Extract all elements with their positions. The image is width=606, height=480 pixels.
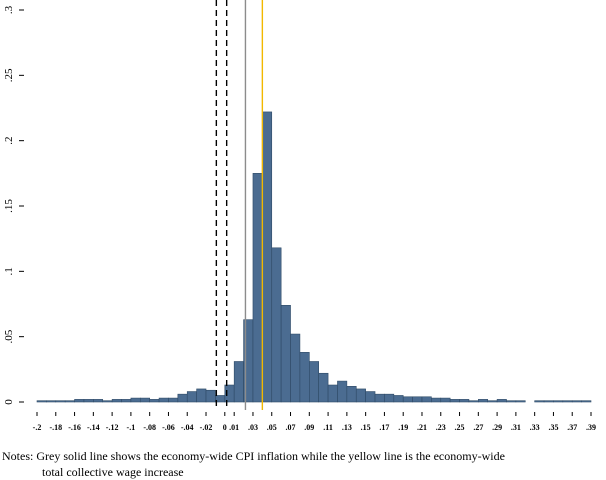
note-line: Notes: Grey solid line shows the economy… (2, 449, 505, 463)
bar (506, 400, 517, 403)
bar (571, 400, 582, 403)
bar (431, 397, 442, 403)
x-tick-label tick: -.06 (162, 423, 175, 432)
bar (515, 400, 526, 403)
x-tick-label tick: .01 (229, 423, 239, 432)
y-tick-label: .25 (3, 68, 15, 82)
bar (318, 372, 329, 403)
x-tick-label tick: .39 (586, 423, 596, 432)
bar (158, 397, 169, 403)
bar (355, 388, 366, 403)
y-tick-label: .05 (3, 329, 15, 343)
x-tick-label tick: -.12 (106, 423, 119, 432)
x-tick-label tick: -.1 (127, 423, 136, 432)
x-tick-label tick: .19 (398, 423, 408, 432)
bar (468, 400, 479, 403)
bar (327, 384, 338, 403)
x-tick-label tick: .33 (530, 423, 540, 432)
bar (186, 391, 197, 403)
bar (74, 399, 85, 403)
bar (365, 391, 376, 403)
bar (168, 397, 179, 403)
x-tick-label tick: .11 (323, 423, 333, 432)
bar (149, 399, 160, 403)
bar (252, 173, 263, 403)
bar (121, 399, 132, 403)
bar (233, 361, 244, 403)
bar (177, 393, 188, 403)
bar (271, 247, 282, 403)
bar (374, 393, 385, 403)
bar (384, 393, 395, 403)
bar (346, 386, 357, 403)
bar (262, 111, 273, 403)
bar (280, 305, 291, 403)
x-tick-label tick: .25 (455, 423, 465, 432)
bar (393, 395, 404, 403)
bar (93, 399, 104, 403)
y-tick-label: .1 (3, 267, 15, 275)
bar (581, 400, 592, 403)
bar (478, 399, 489, 403)
x-tick-label tick: .31 (511, 423, 521, 432)
bar (440, 397, 451, 403)
x-tick-label tick: -.02 (200, 423, 213, 432)
bar (421, 396, 432, 403)
x-tick-label tick: .37 (567, 423, 577, 432)
bar (290, 333, 301, 403)
bar (111, 399, 122, 403)
bar (130, 397, 141, 403)
bar (83, 399, 94, 403)
bar (543, 400, 554, 403)
x-tick-label tick: -.14 (87, 423, 100, 432)
x-tick-label tick: .35 (548, 423, 558, 432)
x-tick-label tick: -.04 (181, 423, 194, 432)
x-tick-label tick: -.08 (143, 423, 156, 432)
x-tick-label tick: .03 (248, 423, 258, 432)
bar (487, 400, 498, 403)
y-tick-label: 0 (3, 399, 15, 405)
x-tick-label tick: .17 (379, 423, 389, 432)
bar (534, 400, 545, 403)
bar (449, 399, 460, 403)
x-tick-label tick: -.18 (49, 423, 62, 432)
bar (196, 388, 207, 403)
x-tick-label tick: -.2 (33, 423, 42, 432)
x-tick-label tick: .27 (473, 423, 483, 432)
x-tick-label tick: .09 (304, 423, 314, 432)
y-tick-label: .15 (3, 199, 15, 213)
bar (55, 400, 66, 403)
x-tick-label tick: .15 (361, 423, 371, 432)
bar (412, 396, 423, 403)
x-tick-label tick: .21 (417, 423, 427, 432)
x-tick-label tick: 0 (223, 423, 227, 432)
bar (402, 396, 413, 403)
bar (102, 400, 113, 403)
x-tick-label tick: .13 (342, 423, 352, 432)
bar (36, 400, 47, 403)
x-tick-label tick: .07 (286, 423, 296, 432)
x-tick-label tick: .23 (436, 423, 446, 432)
bar (562, 400, 573, 403)
y-tick-label: .2 (3, 137, 15, 145)
bar (459, 399, 470, 403)
bar (553, 400, 564, 403)
bar (309, 361, 319, 403)
bar (337, 380, 348, 403)
bar (139, 397, 150, 403)
x-tick-label tick: .05 (267, 423, 277, 432)
x-tick-label tick: -.16 (68, 423, 81, 432)
y-tick-label: .3 (3, 5, 15, 14)
bar (205, 389, 216, 403)
bar (64, 400, 75, 403)
x-tick-label tick: .29 (492, 423, 502, 432)
bar (496, 399, 507, 403)
note-line: total collective wage increase (42, 465, 184, 479)
bar (46, 400, 57, 403)
bar (299, 352, 310, 403)
